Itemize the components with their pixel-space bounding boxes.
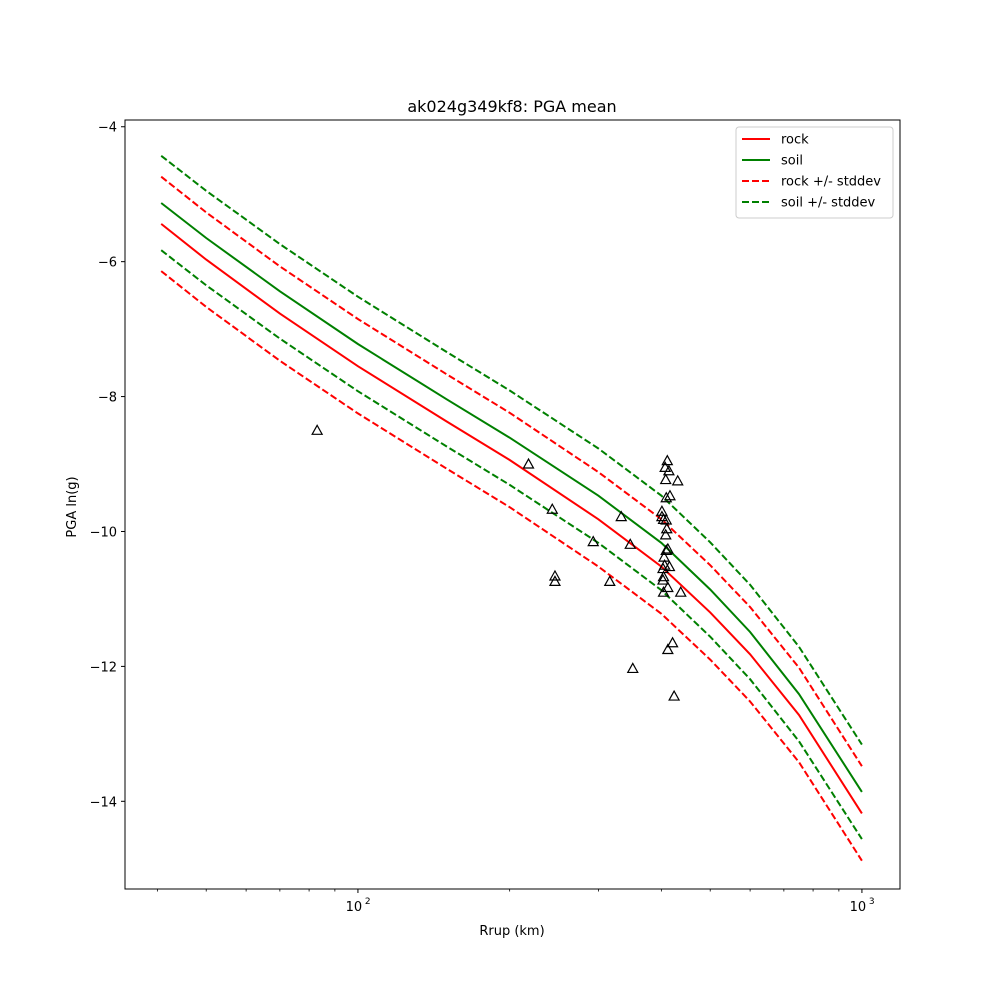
series-line-5 xyxy=(160,249,863,840)
observation-point xyxy=(666,636,679,648)
observation-point xyxy=(657,513,670,524)
series-line-4 xyxy=(160,155,863,746)
observation-point xyxy=(657,570,670,582)
series-line-1 xyxy=(160,202,863,793)
observation-point xyxy=(615,510,628,522)
observation-point xyxy=(587,535,600,547)
x-tick-exponent: 2 xyxy=(365,897,371,907)
observation-point xyxy=(660,491,673,503)
y-tick-label: −10 xyxy=(90,525,117,540)
observation-point xyxy=(626,662,639,674)
observation-point xyxy=(660,544,673,555)
observation-point xyxy=(656,573,670,585)
observation-point xyxy=(674,585,687,597)
observation-point xyxy=(671,474,684,486)
plot-frame xyxy=(124,119,901,890)
observation-point xyxy=(522,457,535,469)
observation-point xyxy=(311,424,324,435)
y-tick-label: −6 xyxy=(98,256,117,271)
legend-label: rock +/- stddev xyxy=(781,175,881,190)
observation-point xyxy=(659,473,672,485)
observation-point xyxy=(661,542,674,554)
observation-point xyxy=(546,502,559,514)
legend-label: soil xyxy=(781,154,803,169)
observation-point xyxy=(663,489,676,501)
observation-point xyxy=(663,560,676,572)
observation-point xyxy=(661,454,674,466)
legend-box xyxy=(735,126,894,219)
x-tick-label: 10 xyxy=(850,900,867,915)
series-line-0 xyxy=(160,223,863,814)
observation-point xyxy=(668,689,681,701)
x-tick-exponent: 3 xyxy=(869,897,875,907)
observation-point xyxy=(659,528,672,540)
observation-point xyxy=(603,575,616,587)
y-axis-label: PGA ln(g) xyxy=(65,476,80,537)
y-tick-label: −4 xyxy=(98,121,117,136)
legend-label: rock xyxy=(781,133,809,148)
y-tick-label: −8 xyxy=(98,391,117,406)
legend-label: soil +/- stddev xyxy=(781,196,876,211)
observation-point xyxy=(548,569,561,581)
observation-point xyxy=(660,522,673,534)
observation-point xyxy=(662,464,675,476)
observation-point xyxy=(624,538,637,549)
series-line-2 xyxy=(160,175,863,767)
y-tick-label: −12 xyxy=(90,660,117,675)
legend: rock soil rock +/- stddev soil +/- stddev xyxy=(735,126,894,219)
observation-point xyxy=(661,643,674,655)
chart-title: ak024g349kf8: PGA mean xyxy=(407,97,616,116)
observation-point xyxy=(655,505,668,516)
x-axis-label: Rrup (km) xyxy=(479,924,544,939)
observation-point xyxy=(661,581,674,593)
x-tick-label: 10 xyxy=(346,900,363,915)
series-line-3 xyxy=(160,270,863,862)
y-tick-label: −14 xyxy=(90,795,117,810)
observation-point xyxy=(548,575,561,587)
